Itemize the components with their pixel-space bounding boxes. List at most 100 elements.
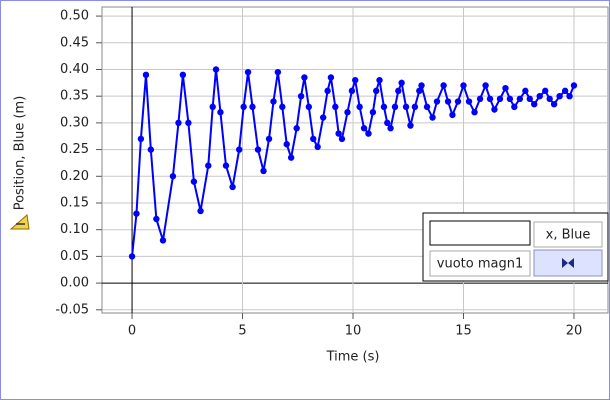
data-point [516, 95, 524, 103]
data-point [376, 76, 383, 84]
data-point [471, 109, 478, 116]
data-point [274, 68, 282, 76]
x-tick-label: 5 [238, 324, 246, 339]
data-point [197, 207, 204, 215]
data-point [444, 98, 452, 105]
data-point [561, 87, 569, 95]
data-point [279, 103, 286, 111]
data-point [335, 130, 342, 137]
y-tick-label: -0.05 [55, 302, 89, 317]
data-point [133, 210, 140, 217]
data-point [159, 237, 167, 244]
data-point [491, 106, 498, 113]
legend-label[interactable]: x, Blue [546, 228, 591, 243]
data-point [566, 92, 573, 100]
data-point [236, 146, 243, 153]
x-tick-label: 20 [566, 324, 583, 339]
data-point [344, 109, 351, 116]
y-tick-label: 0.00 [60, 276, 89, 291]
data-point [265, 135, 273, 143]
x-tick-label: 0 [128, 324, 136, 339]
data-point [147, 146, 155, 153]
data-point [465, 98, 473, 105]
data-point [338, 135, 346, 143]
data-point [360, 125, 368, 132]
data-point [373, 87, 380, 95]
y-tick-label: 0.20 [60, 169, 89, 184]
data-point [254, 146, 262, 153]
data-point [222, 162, 230, 169]
data-point [440, 82, 447, 89]
data-point [356, 103, 363, 111]
data-point [352, 76, 359, 84]
data-point [179, 71, 187, 79]
data-point [550, 100, 558, 108]
data-point [530, 100, 538, 108]
data-point [332, 103, 339, 111]
data-point [476, 95, 484, 103]
data-point [142, 71, 150, 79]
data-point [217, 109, 224, 116]
dataset-label[interactable]: vuoto magn1 [437, 257, 523, 272]
data-point [293, 125, 300, 132]
data-point [391, 103, 399, 111]
data-point [348, 87, 356, 95]
x-axis-title: Time (s) [326, 350, 380, 365]
y-tick-label: 0.50 [60, 9, 89, 24]
data-point [212, 66, 220, 73]
y-tick-label: 0.30 [60, 115, 89, 130]
data-point [190, 178, 198, 185]
y-tick-label: 0.05 [60, 249, 89, 264]
y-tick-label: 0.10 [60, 222, 89, 237]
data-point [175, 119, 182, 127]
data-point [460, 82, 467, 89]
data-point [319, 114, 327, 121]
data-point [416, 87, 423, 95]
y-tick-label: 0.45 [60, 35, 89, 50]
data-point [398, 79, 405, 87]
data-point [429, 114, 436, 121]
data-point [556, 92, 563, 100]
data-point [270, 98, 277, 105]
data-point [384, 119, 391, 127]
data-point [301, 74, 308, 81]
data-point [506, 95, 514, 103]
x-tick-label: 10 [345, 324, 362, 339]
data-point [486, 95, 494, 103]
data-point [244, 68, 252, 76]
data-point [387, 125, 394, 132]
dataset-button[interactable] [429, 250, 531, 277]
data-point [411, 103, 419, 111]
data-point [433, 98, 441, 105]
data-point [185, 119, 192, 127]
data-point [496, 95, 504, 103]
data-point [402, 103, 410, 111]
data-point [418, 82, 425, 89]
data-point [526, 95, 533, 103]
data-point [365, 130, 372, 137]
data-point [310, 135, 317, 143]
data-point [546, 95, 553, 103]
data-point [542, 87, 549, 95]
x-tick-label: 15 [455, 324, 472, 339]
data-point [209, 103, 216, 111]
y-tick-label: 0.35 [60, 89, 89, 104]
data-point [128, 253, 136, 260]
data-point [327, 74, 335, 81]
data-point [324, 87, 331, 95]
data-point [305, 103, 313, 111]
data-point [511, 103, 518, 111]
warning-icon[interactable] [9, 214, 30, 230]
series-button[interactable] [533, 221, 603, 248]
name-input[interactable] [429, 220, 531, 246]
legend-panel: x, Blue vuoto magn1 [422, 212, 609, 282]
data-point [380, 103, 388, 111]
data-point [395, 87, 402, 95]
y-tick-label: 0.40 [60, 62, 89, 77]
data-point [169, 173, 177, 180]
data-point [454, 98, 462, 105]
data-point [522, 87, 529, 95]
data-point [240, 103, 247, 111]
data-point [536, 92, 543, 100]
